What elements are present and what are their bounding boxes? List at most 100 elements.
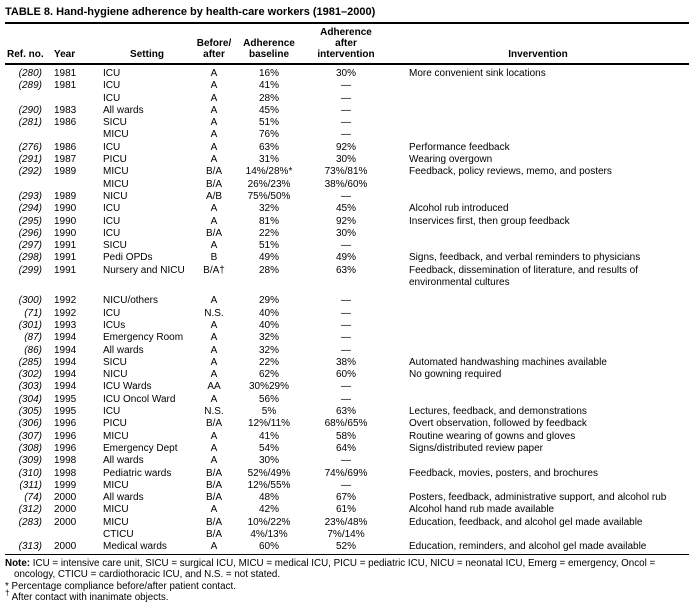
year-cell: 1994	[54, 356, 77, 368]
setting-cell: ICUs	[103, 319, 126, 331]
intervention-cell	[387, 394, 689, 406]
intervention-cell: Automated handwashing machines available	[409, 356, 607, 368]
ref-cell: (86)	[24, 344, 42, 356]
intervention-cell: More convenient sink locations	[409, 68, 546, 79]
year-cell: 1986	[54, 141, 77, 153]
baseline-cell: 41%	[258, 80, 279, 92]
table-row: (313) 2000 Medical wards A 60% 52% Education, …	[5, 541, 689, 553]
ref-cell: (300)	[18, 295, 42, 307]
dagger-symbol: †	[5, 588, 10, 598]
table-row: CTICU B/A 4%/13% 7%/14%	[5, 529, 689, 541]
baseline-cell: 32%	[258, 203, 279, 215]
year-cell: 1996	[54, 442, 77, 454]
intervention-cell: Lectures, feedback, and demonstrations	[409, 406, 587, 418]
ref-cell: (290)	[18, 104, 42, 116]
table-row: (302) 1994 NICU A 62% 60% No gowning required	[5, 369, 689, 381]
year-cell: 1995	[54, 393, 77, 405]
year-cell: 1986	[54, 117, 77, 129]
setting-cell: Pedi OPDs	[103, 252, 153, 264]
after-intervention-cell: —	[341, 479, 351, 491]
before-after-cell: A	[210, 344, 218, 356]
table-row: (296) 1990 ICU B/A 22% 30%	[5, 228, 689, 240]
table-row: (295) 1990 ICU A 81% 92% Inservices first, the…	[5, 216, 689, 228]
after-intervention-cell: —	[341, 344, 351, 356]
setting-cell: All wards	[103, 104, 144, 116]
ref-cell: (291)	[18, 154, 42, 166]
ref-cell: (296)	[18, 227, 42, 239]
col-header-adherence-baseline: Adherence baseline	[233, 24, 305, 65]
table-row: (308) 1996 Emergency Dept A 54% 64% Signs/dist…	[5, 443, 689, 455]
intervention-cell: No gowning required	[409, 369, 502, 381]
after-intervention-cell: 92%	[335, 215, 356, 227]
table-title: TABLE 8. Hand-hygiene adherence by healt…	[5, 6, 376, 18]
intervention-cell	[387, 345, 689, 357]
setting-cell: Emergency Dept	[103, 442, 178, 454]
table-row: (312) 2000 MICU A 42% 61% Alcohol hand rub mad…	[5, 504, 689, 516]
ref-cell: (304)	[18, 393, 42, 405]
year-cell: 1990	[54, 215, 77, 227]
ref-cell: (87)	[24, 332, 42, 344]
after-intervention-cell: —	[341, 381, 351, 393]
table-row: (291) 1987 PICU A 31% 30% Wearing overgown	[5, 154, 689, 166]
ref-cell: (307)	[18, 430, 42, 442]
col-header-ref-no: Ref. no.	[5, 24, 51, 65]
intervention-cell	[387, 117, 689, 129]
before-after-cell: B/A	[205, 418, 223, 430]
before-after-cell: B/A	[205, 467, 223, 479]
baseline-cell: 40%	[258, 319, 279, 331]
before-after-cell: B/A	[205, 528, 223, 540]
after-intervention-cell: —	[341, 104, 351, 116]
baseline-cell: 31%	[258, 154, 279, 166]
after-intervention-cell: 63%	[335, 264, 356, 276]
table-row: (304) 1995 ICU Oncol Ward A 56% —	[5, 394, 689, 406]
table-row: (74) 2000 All wards B/A 48% 67% Posters, feedb…	[5, 492, 689, 504]
ref-cell	[5, 179, 51, 191]
setting-cell: MICU	[103, 516, 129, 528]
after-intervention-cell: 60%	[335, 369, 356, 381]
intervention-cell: Routine wearing of gowns and gloves	[409, 430, 576, 442]
after-intervention-cell: 61%	[335, 504, 356, 516]
intervention-cell	[387, 480, 689, 492]
baseline-cell: 51%	[258, 117, 279, 129]
after-intervention-cell: 38%/60%	[324, 178, 368, 190]
table-row: (293) 1989 NICU A/B 75%/50% —	[5, 191, 689, 203]
before-after-cell: A/B	[205, 190, 223, 202]
baseline-cell: 32%	[258, 332, 279, 344]
setting-cell: MICU	[103, 430, 129, 442]
table-row: (298) 1991 Pedi OPDs B 49% 49% Signs, feedback…	[5, 252, 689, 264]
setting-cell: ICU	[103, 68, 121, 79]
year-cell: 1989	[54, 190, 77, 202]
intervention-cell: Alcohol hand rub made available	[409, 504, 555, 516]
year-cell	[51, 529, 99, 541]
baseline-cell: 49%	[258, 252, 279, 264]
table-row: (299) 1991 Nursery and NICU B/A† 28% 63% Feedb…	[5, 265, 689, 296]
baseline-cell: 42%	[258, 504, 279, 516]
year-cell: 1987	[54, 154, 77, 166]
before-after-cell: A	[210, 504, 218, 516]
col-header-intervention: Invervention	[387, 24, 689, 65]
year-cell: 1990	[54, 203, 77, 215]
intervention-cell: Overt observation, followed by feedback	[409, 418, 587, 430]
setting-cell: MICU	[103, 166, 129, 178]
before-after-cell: A	[210, 430, 218, 442]
intervention-cell	[387, 191, 689, 203]
intervention-cell: Education, reminders, and alcohol gel ma…	[409, 541, 647, 553]
table-row: (303) 1994 ICU Wards AA 30%29% —	[5, 381, 689, 393]
ref-cell: (280)	[18, 68, 42, 79]
before-after-cell: A	[210, 203, 218, 215]
year-cell: 1994	[54, 369, 77, 381]
baseline-cell: 29%	[258, 295, 279, 307]
baseline-cell: 26%/23%	[247, 178, 291, 190]
baseline-cell: 10%/22%	[247, 516, 291, 528]
table-row: (294) 1990 ICU A 32% 45% Alcohol rub introduce…	[5, 203, 689, 215]
intervention-cell	[387, 320, 689, 332]
ref-cell: (276)	[18, 141, 42, 153]
table-row: (305) 1995 ICU N.S. 5% 63% Lectures, feedback,…	[5, 406, 689, 418]
table-notes: Note: ICU = intensive care unit, SICU = …	[5, 558, 689, 604]
setting-cell: MICU	[103, 504, 129, 516]
year-cell: 1991	[54, 264, 77, 276]
setting-cell: ICU	[103, 307, 121, 319]
baseline-cell: 22%	[258, 227, 279, 239]
setting-cell: NICU	[103, 190, 128, 202]
intervention-cell: Education, feedback, and alcohol gel mad…	[409, 516, 643, 528]
